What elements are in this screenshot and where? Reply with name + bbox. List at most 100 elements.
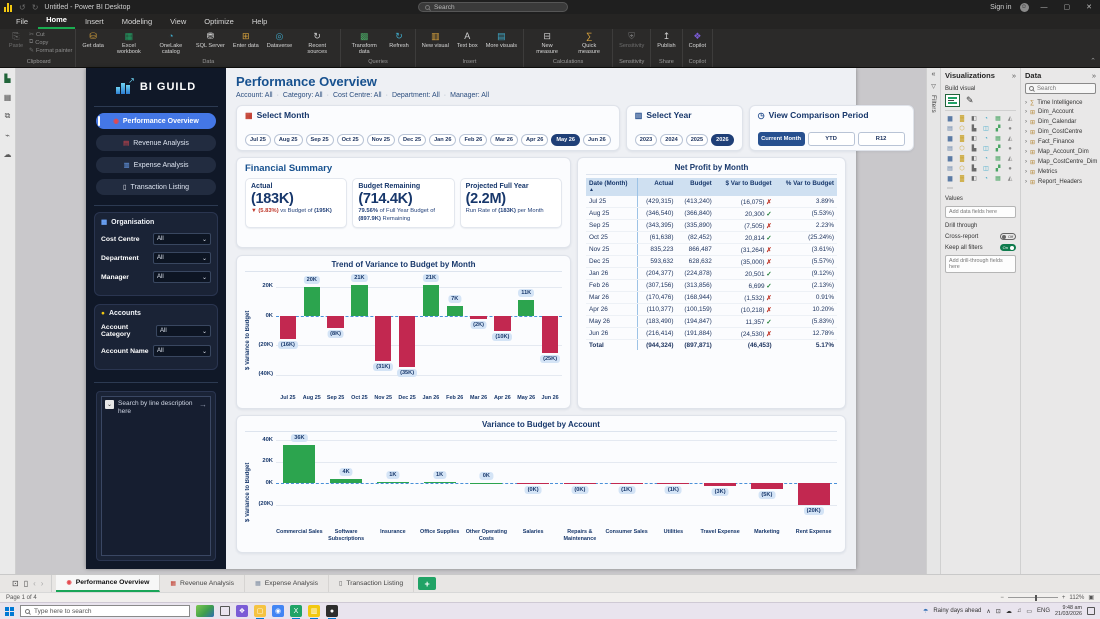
zoom-out-icon[interactable]: − [1000,594,1004,601]
excel-workbook-button[interactable]: ▦ Excel workbook [109,30,149,56]
month-pill-nov-25[interactable]: Nov 25 [366,134,396,146]
bar-consumer-sales[interactable] [610,483,643,485]
zoom-in-icon[interactable]: + [1061,594,1066,601]
sql-server-button[interactable]: ⛃ SQL Server [193,30,228,50]
month-pill-jun-26[interactable]: Jun 26 [583,134,611,146]
network-icon[interactable]: ▭ [1026,608,1032,615]
bar-oct-25[interactable] [351,285,368,316]
visual-type-icon[interactable]: ◧ [971,136,977,142]
visual-type-icon[interactable]: ◔ [984,135,988,142]
visual-type-icon[interactable]: ⬡ [959,166,965,172]
bar-salaries[interactable] [517,483,549,485]
page-tab-expense-analysis[interactable]: ▦ Expense Analysis [245,575,330,592]
year-pill-2026[interactable]: 2026 [711,134,734,146]
data-search-input[interactable]: Search [1025,83,1096,94]
ribbon-tab-optimize[interactable]: Optimize [204,17,234,26]
zoom-slider[interactable] [1007,594,1058,601]
visual-type-icon[interactable]: ▞ [995,146,1001,152]
visual-type-icon[interactable]: ◭ [1007,156,1013,162]
ribbon-tab-home[interactable]: Home [38,13,75,29]
visual-type-icon[interactable]: ▆ [947,116,953,122]
model-view-icon[interactable]: ⧉ [4,111,11,120]
sensitivity-button[interactable]: ⛨ Sensitivity [616,30,647,50]
month-pill-apr-26[interactable]: Apr 26 [520,134,549,146]
visual-type-icon[interactable]: ⬡ [959,146,965,152]
widgets-icon[interactable] [196,605,214,617]
bar-jun-26[interactable] [541,316,559,353]
month-pill-feb-26[interactable]: Feb 26 [459,134,488,146]
visual-type-icon[interactable]: ▆ [947,136,953,142]
add-drill-through-fields-dropzone[interactable]: Add drill-through fields here [945,255,1016,273]
desktop-layout-icon[interactable]: ⊡ [12,579,19,588]
close-button[interactable]: ✕ [1086,4,1092,11]
hidden-icons-chevron[interactable]: ∧ [986,608,991,615]
year-pill-2025[interactable]: 2025 [685,134,709,146]
ribbon-tab-file[interactable]: File [16,17,29,26]
titlebar-search-input[interactable]: Search [418,2,568,12]
new-measure-button[interactable]: ⊟ New measure [527,30,567,56]
undo-icon[interactable]: ↺ [19,2,26,12]
data-item-metrics[interactable]: › ⊞ Metrics [1025,167,1096,177]
comparison-button-r12[interactable]: R12 [857,132,905,146]
visual-type-icon[interactable]: ▤ [947,146,953,152]
keep-all-filters-toggle[interactable] [1000,244,1016,251]
column-header[interactable]: % Var to Budget [774,178,837,196]
format-visual-icon[interactable]: ✎ [966,95,974,105]
year-pill-2023[interactable]: 2023 [634,134,658,146]
month-pill-sep-25[interactable]: Sep 25 [305,134,334,146]
ribbon-tab-insert[interactable]: Insert [84,17,104,26]
bar-repairs-maintenance[interactable] [563,483,596,485]
copilot-icon[interactable]: ❖ [236,605,248,617]
visual-type-icon[interactable]: ▆ [947,176,953,182]
table-row[interactable]: Jun 26 (216,414) (191,884) (24,530) ✗ 12.78% [586,327,837,340]
table-row[interactable]: Dec 25 593,632 628,632 (35,000) ✗ (5.57%) [586,255,837,268]
visual-type-icon[interactable]: ▙ [971,146,977,152]
onelake-catalog-button[interactable]: ◔ OneLake catalog [151,30,191,56]
bar-commercial-sales[interactable] [283,444,316,484]
month-pill-jan-26[interactable]: Jan 26 [429,134,457,146]
bar-aug-25[interactable] [303,286,320,316]
powerbi-icon[interactable]: ▥ [308,605,320,619]
new-visual-button[interactable]: ▥ New visual [419,30,452,50]
cut-button[interactable]: ✂ Cut [29,31,72,39]
visual-type-icon[interactable]: ◔ [984,175,988,182]
month-pill-dec-25[interactable]: Dec 25 [398,134,427,146]
refresh-button[interactable]: ↻ Refresh [386,30,412,50]
redo-icon[interactable]: ↻ [31,2,39,12]
publish-button[interactable]: ↥ Publish [654,30,678,50]
bar-other-operating-costs[interactable] [470,482,503,484]
visual-type-icon[interactable]: ◫ [983,126,989,132]
visual-type-icon[interactable]: ● [1008,165,1012,172]
quick-measure-button[interactable]: ∑ Quick measure [569,30,609,56]
data-item-fact_finance[interactable]: › ⊞ Fact_Finance [1025,137,1096,147]
minimize-button[interactable]: — [1040,3,1048,11]
visual-type-icon[interactable]: ⬡ [959,126,965,132]
comparison-button-current-month[interactable]: Current Month [757,132,805,146]
month-pill-oct-25[interactable]: Oct 25 [336,134,364,146]
table-row[interactable]: Jan 26 (204,377) (224,878) 20,501 ✓ (9.12%) [586,267,837,280]
visual-type-icon[interactable]: ▤ [947,126,953,132]
language-indicator[interactable]: ENG [1037,608,1051,614]
sidebar-item-transaction-listing[interactable]: ▯ Transaction Listing [96,179,216,195]
expand-filters-icon[interactable]: « [931,71,936,78]
visual-type-icon[interactable]: ◔ [984,155,988,162]
paste-button[interactable]: ⎘ Paste [5,30,27,50]
visual-type-icon[interactable]: ▙ [971,126,977,132]
sidebar-item-expense-analysis[interactable]: ▥ Expense Analysis [96,157,216,173]
bar-nov-25[interactable] [375,316,392,362]
column-header[interactable]: Actual [637,178,677,196]
visual-type-icon[interactable]: ▦ [995,156,1001,162]
data-item-time intelligence[interactable]: › ∑ Time Intelligence [1025,98,1096,107]
get-data-button[interactable]: ⛁ Get data [79,30,106,50]
page-tab-revenue-analysis[interactable]: ▦ Revenue Analysis [160,575,246,592]
visual-type-icon[interactable]: ▦ [995,176,1001,182]
file-explorer-icon[interactable]: ▢ [254,605,266,619]
chrome-icon[interactable]: ◉ [272,605,284,617]
add-data-fields-dropzone[interactable]: Add data fields here [945,206,1016,218]
year-pill-2024[interactable]: 2024 [660,134,683,146]
month-pill-jul-25[interactable]: Jul 25 [245,134,271,146]
visual-type-icon[interactable]: ▞ [995,166,1001,172]
visual-type-icon[interactable]: ◧ [971,156,977,162]
bar-utilities[interactable] [657,483,690,485]
data-item-map_costcentre_dim[interactable]: › ⊞ Map_CostCentre_Dim [1025,157,1097,167]
